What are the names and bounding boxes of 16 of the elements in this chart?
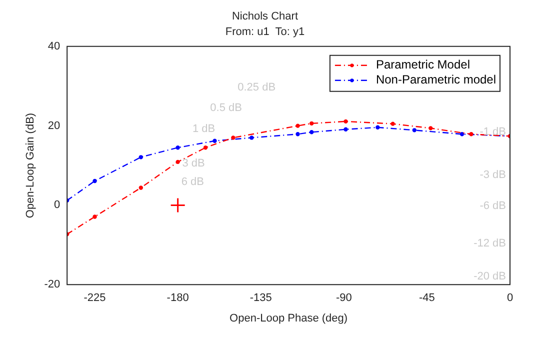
x-tick-label: -90 [336, 292, 352, 304]
y-tick-label: 20 [48, 120, 60, 132]
legend-label: Non-Parametric model [376, 72, 496, 87]
x-tick-label: -225 [84, 292, 106, 304]
y-tick-label: 0 [54, 199, 60, 212]
y-tick-label: -20 [44, 278, 60, 291]
chart-subtitle: From: u1 To: y1 [225, 26, 305, 38]
x-tick-label: -180 [166, 292, 189, 304]
x-axis-title: Open-Loop Phase (deg) [230, 312, 348, 324]
chart-title: Nichols Chart [232, 10, 298, 23]
y-axis-title: Open-Loop Gain (dB) [24, 112, 37, 218]
legend-label: Parametric Model [376, 58, 470, 72]
y-tick-label: 40 [48, 40, 60, 52]
x-tick-label: -45 [419, 292, 435, 304]
x-tick-label: -135 [250, 292, 272, 304]
x-tick-label: 0 [506, 292, 514, 304]
